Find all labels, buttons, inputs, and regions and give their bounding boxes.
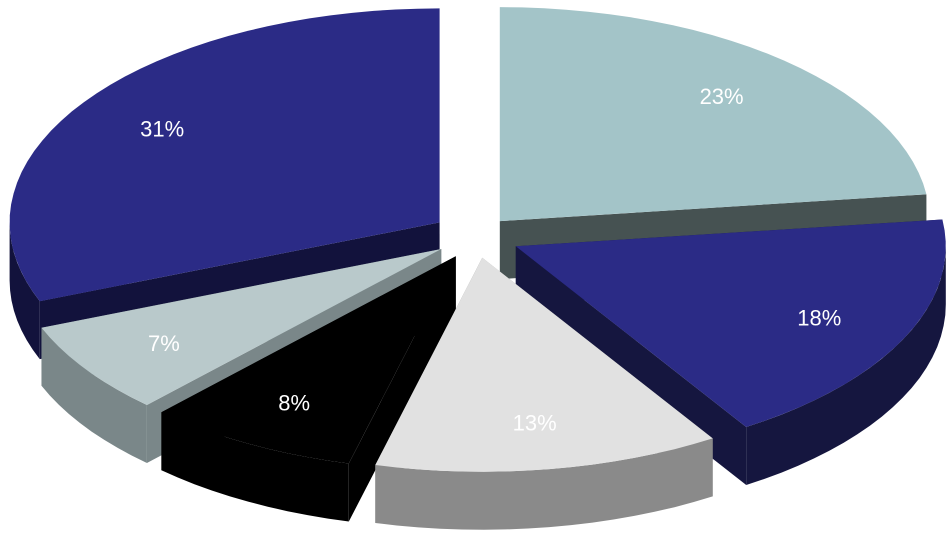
slice-outer-wall-31-0 bbox=[9, 222, 40, 360]
pie-slice-23 bbox=[499, 7, 927, 222]
slice-outer-wall-13-0 bbox=[375, 438, 713, 530]
pie-slice-7 bbox=[41, 249, 442, 405]
slice-label-13: 13% bbox=[513, 411, 557, 436]
slice-tops bbox=[9, 7, 946, 472]
pie-slice-8 bbox=[161, 256, 456, 464]
slice-labels: 23% 18% 13% 8% 7% 31% bbox=[140, 84, 841, 436]
slice-label-8: 8% bbox=[278, 391, 310, 416]
slice-label-23: 23% bbox=[700, 84, 744, 109]
slice-label-31: 31% bbox=[140, 117, 184, 142]
slice-outer-wall-8-0 bbox=[161, 412, 349, 522]
pie-slice-18 bbox=[515, 219, 946, 427]
slice-outer-wall-18-0 bbox=[746, 246, 946, 485]
pie-slice-13 bbox=[375, 257, 713, 472]
slice-label-18: 18% bbox=[797, 305, 841, 330]
pie-slice-31 bbox=[9, 8, 440, 302]
slice-label-7: 7% bbox=[148, 331, 180, 356]
slice-outer-wall-7-0 bbox=[41, 327, 147, 463]
